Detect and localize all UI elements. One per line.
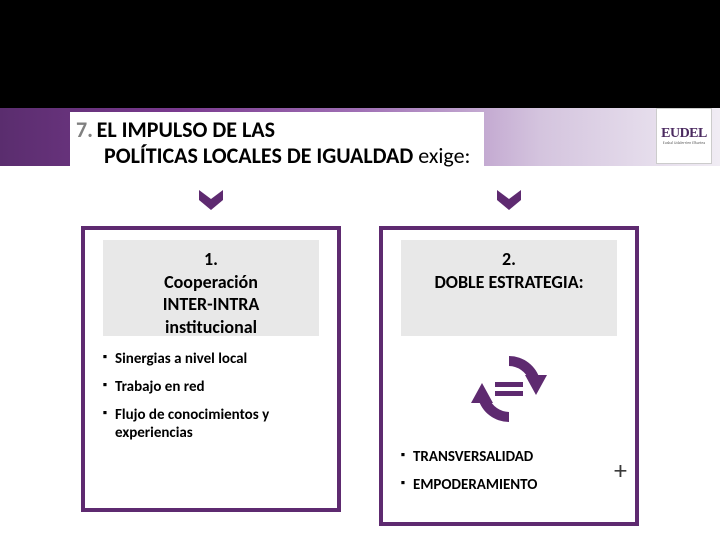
chevron-down-icon bbox=[197, 190, 225, 212]
bullet-item: EMPODERAMIENTO bbox=[401, 476, 621, 494]
left-title-l3: institucional bbox=[163, 316, 260, 339]
logo-eudel: EUDEL Euskal Udalerrien Elkartea bbox=[656, 108, 712, 164]
left-title-num: 1. bbox=[163, 248, 260, 271]
section-number: 7. bbox=[76, 116, 93, 143]
plus-symbol: + bbox=[614, 454, 627, 486]
cycle-arrows-wrap bbox=[397, 350, 621, 428]
bullet-item: Sinergias a nivel local bbox=[103, 350, 323, 368]
chevron-down-icon bbox=[495, 190, 523, 212]
bullet-item: Trabajo en red bbox=[103, 378, 323, 396]
right-card-title: 2. DOBLE ESTRATEGIA: bbox=[401, 240, 617, 336]
right-bullets: TRANSVERSALIDAD EMPODERAMIENTO bbox=[397, 448, 621, 494]
left-title-l2: INTER-INTRA bbox=[163, 293, 260, 316]
content-row: 1. Cooperación INTER-INTRA institucional… bbox=[0, 190, 720, 526]
left-card: 1. Cooperación INTER-INTRA institucional… bbox=[81, 226, 341, 512]
left-column: 1. Cooperación INTER-INTRA institucional… bbox=[81, 190, 341, 526]
right-title-l1: DOBLE ESTRATEGIA: bbox=[434, 271, 583, 294]
bullet-item: Flujo de conocimientos y experiencias bbox=[103, 406, 323, 442]
header-title-line2-suffix: exige: bbox=[413, 142, 470, 169]
right-card: 2. DOBLE ESTRATEGIA: TRANSVERSALIDAD EMP… bbox=[379, 226, 639, 526]
cycle-arrows-icon bbox=[465, 350, 553, 428]
logo-subtext: Euskal Udalerrien Elkartea bbox=[663, 142, 705, 146]
top-black-band bbox=[0, 0, 720, 108]
bullet-item: TRANSVERSALIDAD bbox=[401, 448, 621, 466]
right-column: 2. DOBLE ESTRATEGIA: TRANSVERSALIDAD EMP… bbox=[379, 190, 639, 526]
left-title-l1: Cooperación bbox=[163, 271, 260, 294]
logo-text: EUDEL bbox=[661, 126, 707, 142]
left-bullets: Sinergias a nivel local Trabajo en red F… bbox=[99, 350, 323, 442]
header-title-line1: EL IMPULSO DE LAS bbox=[97, 116, 275, 143]
header-title-box: 7. EL IMPULSO DE LAS POLÍTICAS LOCALES D… bbox=[70, 112, 484, 178]
header-title-line2-bold: POLÍTICAS LOCALES DE IGUALDAD bbox=[104, 142, 413, 169]
left-card-title: 1. Cooperación INTER-INTRA institucional bbox=[103, 240, 319, 336]
right-title-num: 2. bbox=[434, 248, 583, 271]
